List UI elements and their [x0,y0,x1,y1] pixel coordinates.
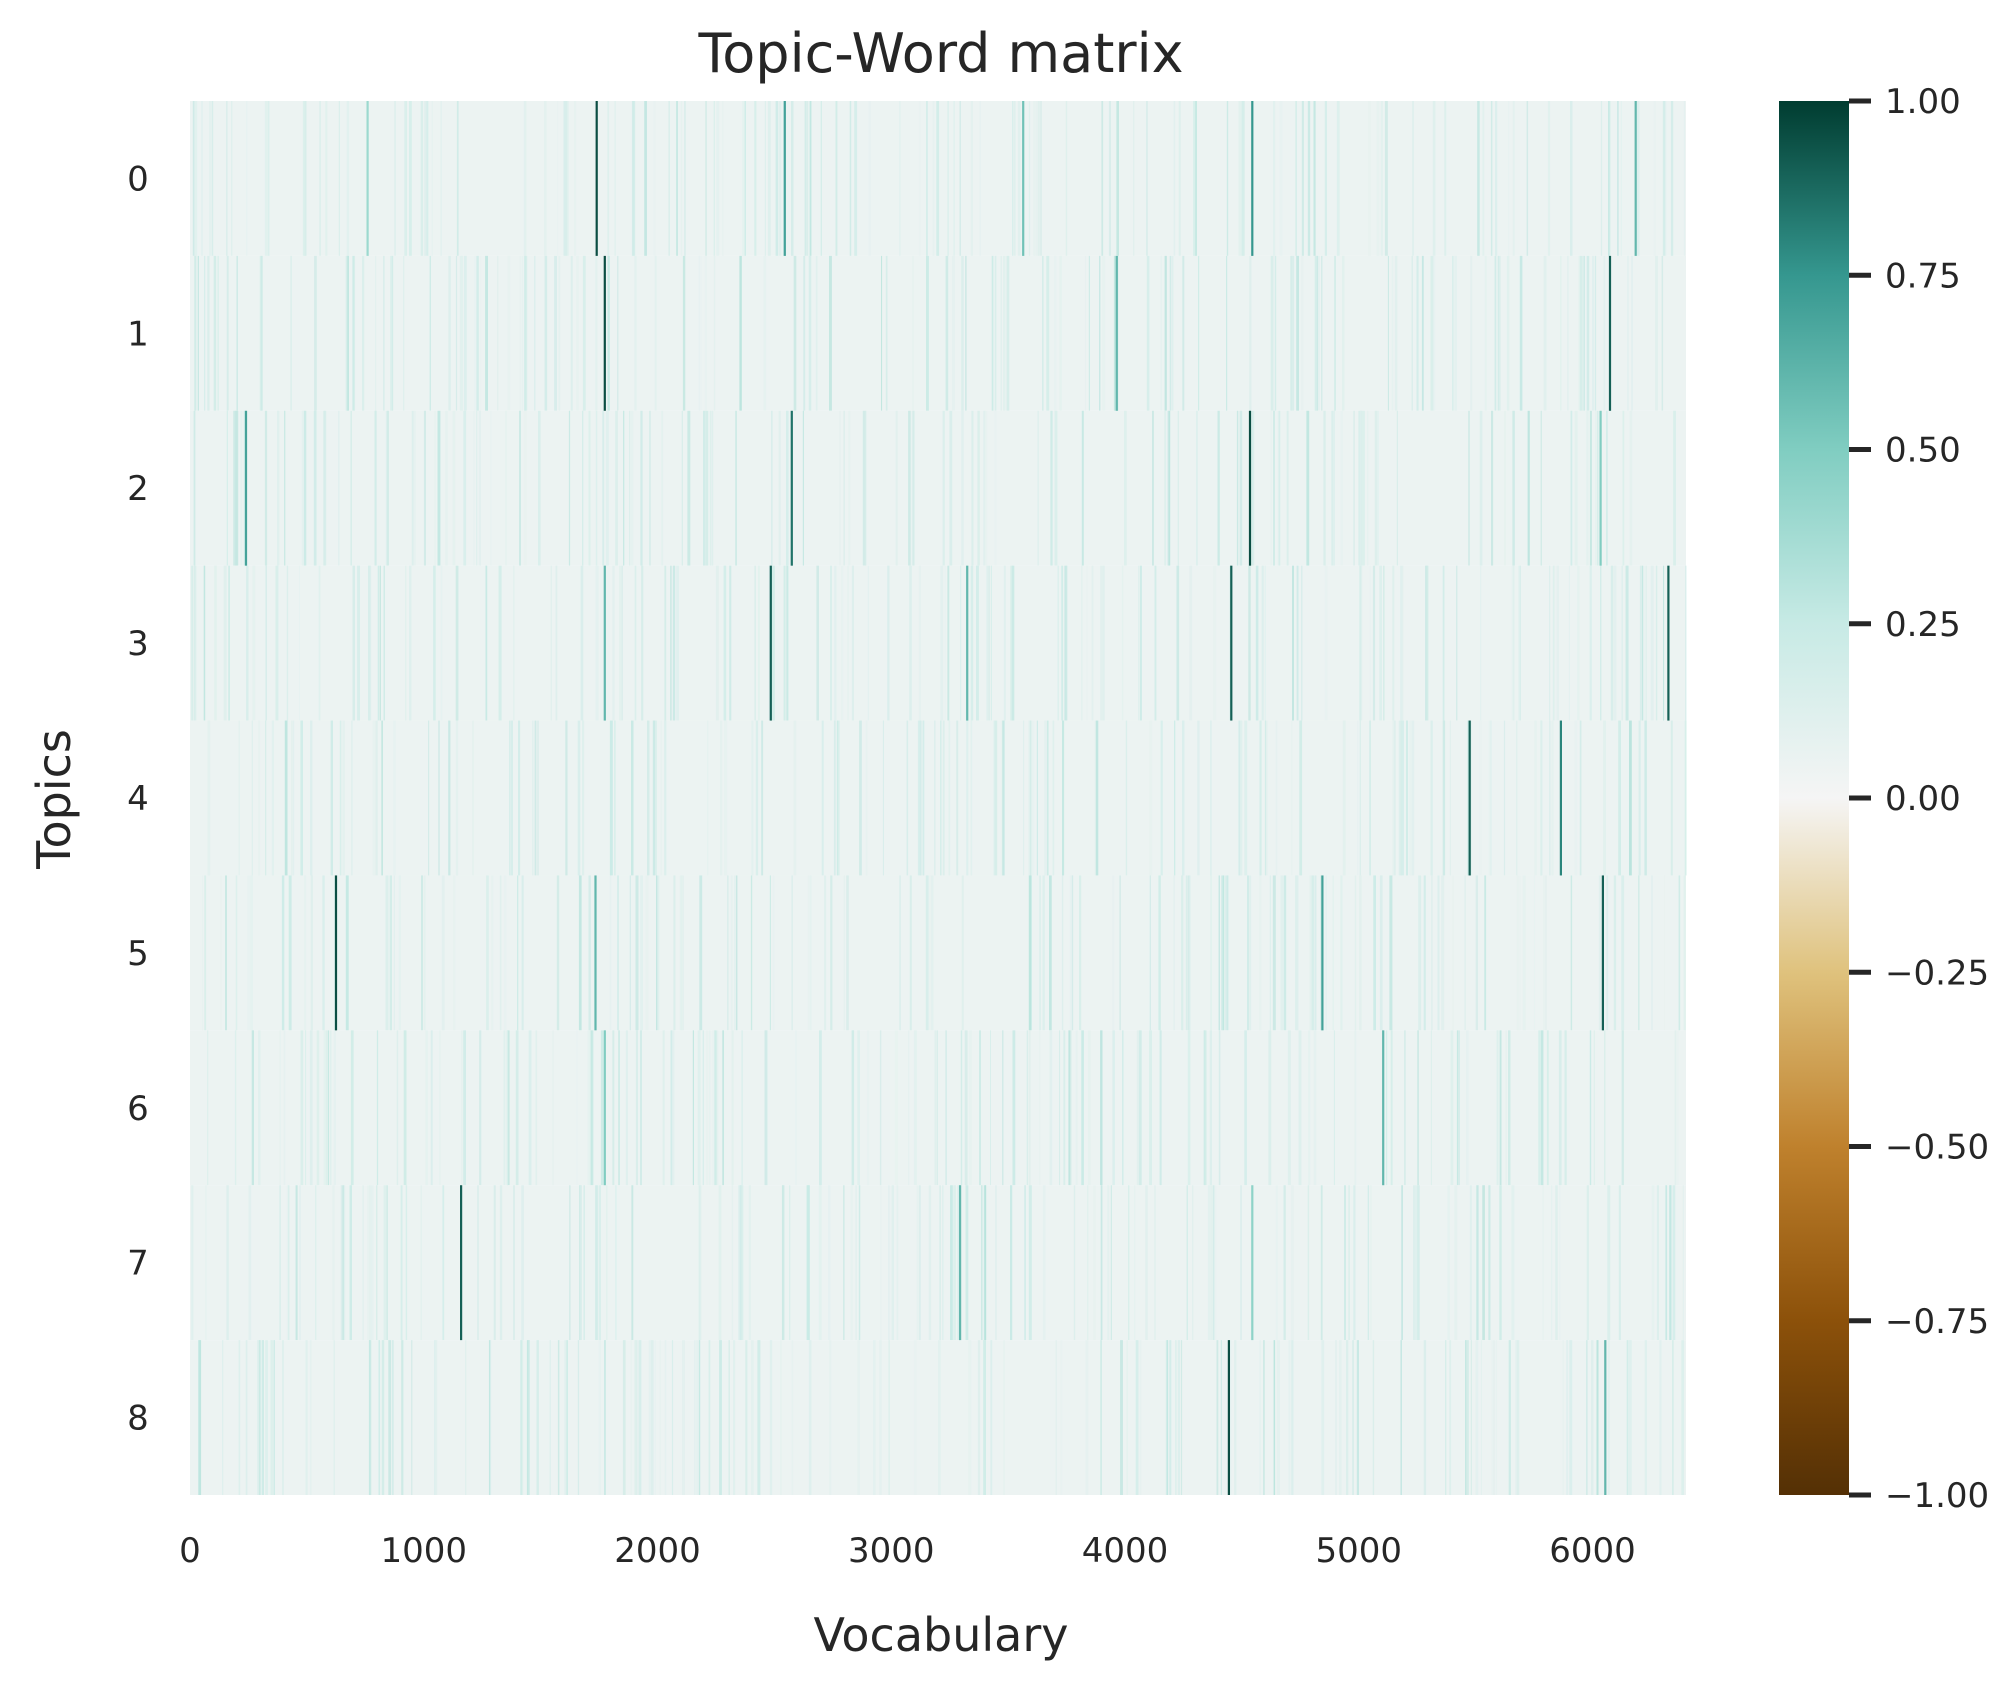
colorbar-tick-label: 0.25 [1885,605,1961,645]
colorbar-tick-label: 1.00 [1885,82,1961,122]
heatmap-peak-cell [1599,410,1602,566]
y-tick-label: 1 [127,314,149,354]
x-tick-label: 2000 [614,1531,701,1571]
heatmap-peak-cell [1608,255,1612,411]
heatmap-peak-cell [244,410,248,566]
heatmap-peak-cell [1227,1340,1230,1495]
y-tick-label: 8 [127,1399,149,1439]
heatmap-peak-cell [1022,101,1025,256]
heatmap-peak-cell [603,565,606,721]
colorbar-tick-label: −0.50 [1885,1128,1989,1168]
heatmap-peak-cell [1634,101,1637,256]
heatmap-peak-cell [334,875,338,1031]
heatmap-peak-cell [1248,410,1252,566]
heatmap-row [190,1185,1686,1341]
heatmap-row [190,875,1686,1031]
heatmap-row-texture [202,875,1686,1031]
heatmap-peak-cell [594,875,597,1031]
colorbar-tick-label: −0.25 [1885,953,1989,993]
x-tick-labels: 0 1000 2000 3000 4000 5000 6000 [179,1531,1636,1571]
colorbar-ticks: 1.00 0.75 0.50 0.25 0.00 −0.25 −0.50 −0.75 −1.00 [1849,82,1989,1516]
heatmap-row [190,720,1686,876]
heatmap-row [190,255,1686,411]
colorbar: 1.00 0.75 0.50 0.25 0.00 −0.25 −0.50 −0.75 −1.00 [1779,82,1989,1516]
heatmap-peak-cell [790,410,793,566]
heatmap-peak-cell [1230,565,1233,721]
heatmap-row-texture [191,565,1687,721]
heatmap-row-texture [194,255,1664,411]
colorbar-tick-label: 0.00 [1885,779,1961,819]
heatmap-row-texture [207,720,1687,876]
heatmap-peak-cell [1601,875,1604,1031]
colorbar-tick-label: −0.75 [1885,1302,1989,1342]
heatmap-peak-cell [1251,101,1254,256]
x-tick-label: 5000 [1316,1531,1403,1571]
chart-title: Topic-Word matrix [697,22,1183,85]
y-tick-label: 0 [127,159,149,199]
heatmap-peak-cell [603,1030,606,1186]
heatmap-peak-cell [966,565,969,721]
y-tick-label: 3 [127,624,149,664]
heatmap-peak-cell [1251,1185,1254,1341]
heatmap-peak-cell [366,101,369,256]
y-tick-label: 5 [127,934,149,974]
heatmap-peak-cell [1468,720,1471,876]
heatmap-peak-cell [1382,1030,1385,1186]
heatmap-peaks [244,101,1670,1495]
heatmap-peak-cell [1604,1340,1607,1495]
colorbar-tick-label: 0.75 [1885,256,1961,296]
y-axis-label: Topics [27,729,81,870]
colorbar-gradient [1779,101,1849,1495]
heatmap-row-texture [198,1340,1685,1495]
x-tick-label: 6000 [1549,1531,1636,1571]
y-tick-labels: 0 1 2 3 4 5 6 7 8 [127,159,149,1438]
heatmap-peak-cell [595,101,598,256]
y-tick-label: 6 [127,1089,149,1129]
x-tick-label: 4000 [1082,1531,1169,1571]
heatmap-row [190,565,1686,721]
colorbar-tick-label: −1.00 [1885,1476,1989,1516]
heatmap-peak-cell [769,565,772,721]
heatmap-peak-cell [603,255,606,411]
heatmap-row-texture [191,1185,1684,1341]
heatmap-row-texture [207,1030,1679,1186]
heatmap-peak-cell [1559,720,1562,876]
heatmap-peak-cell [959,1185,962,1341]
x-tick-label: 3000 [848,1531,935,1571]
heatmap-peak-cell [460,1185,463,1341]
heatmap-row-texture [192,101,1685,256]
heatmap-peak-cell [1321,875,1324,1031]
heatmap-peak-cell [783,101,786,256]
heatmap-peak-cell [1667,565,1670,721]
colorbar-tick-label: 0.50 [1885,431,1961,471]
y-tick-label: 4 [127,779,149,819]
x-axis-label: Vocabulary [814,1608,1069,1662]
y-tick-label: 7 [127,1244,149,1284]
heatmap-area [190,101,1687,1495]
heatmap-row [190,1030,1686,1186]
y-tick-label: 2 [127,469,149,509]
x-tick-label: 1000 [381,1531,468,1571]
heatmap-peak-cell [1115,255,1118,411]
x-tick-label: 0 [179,1531,201,1571]
